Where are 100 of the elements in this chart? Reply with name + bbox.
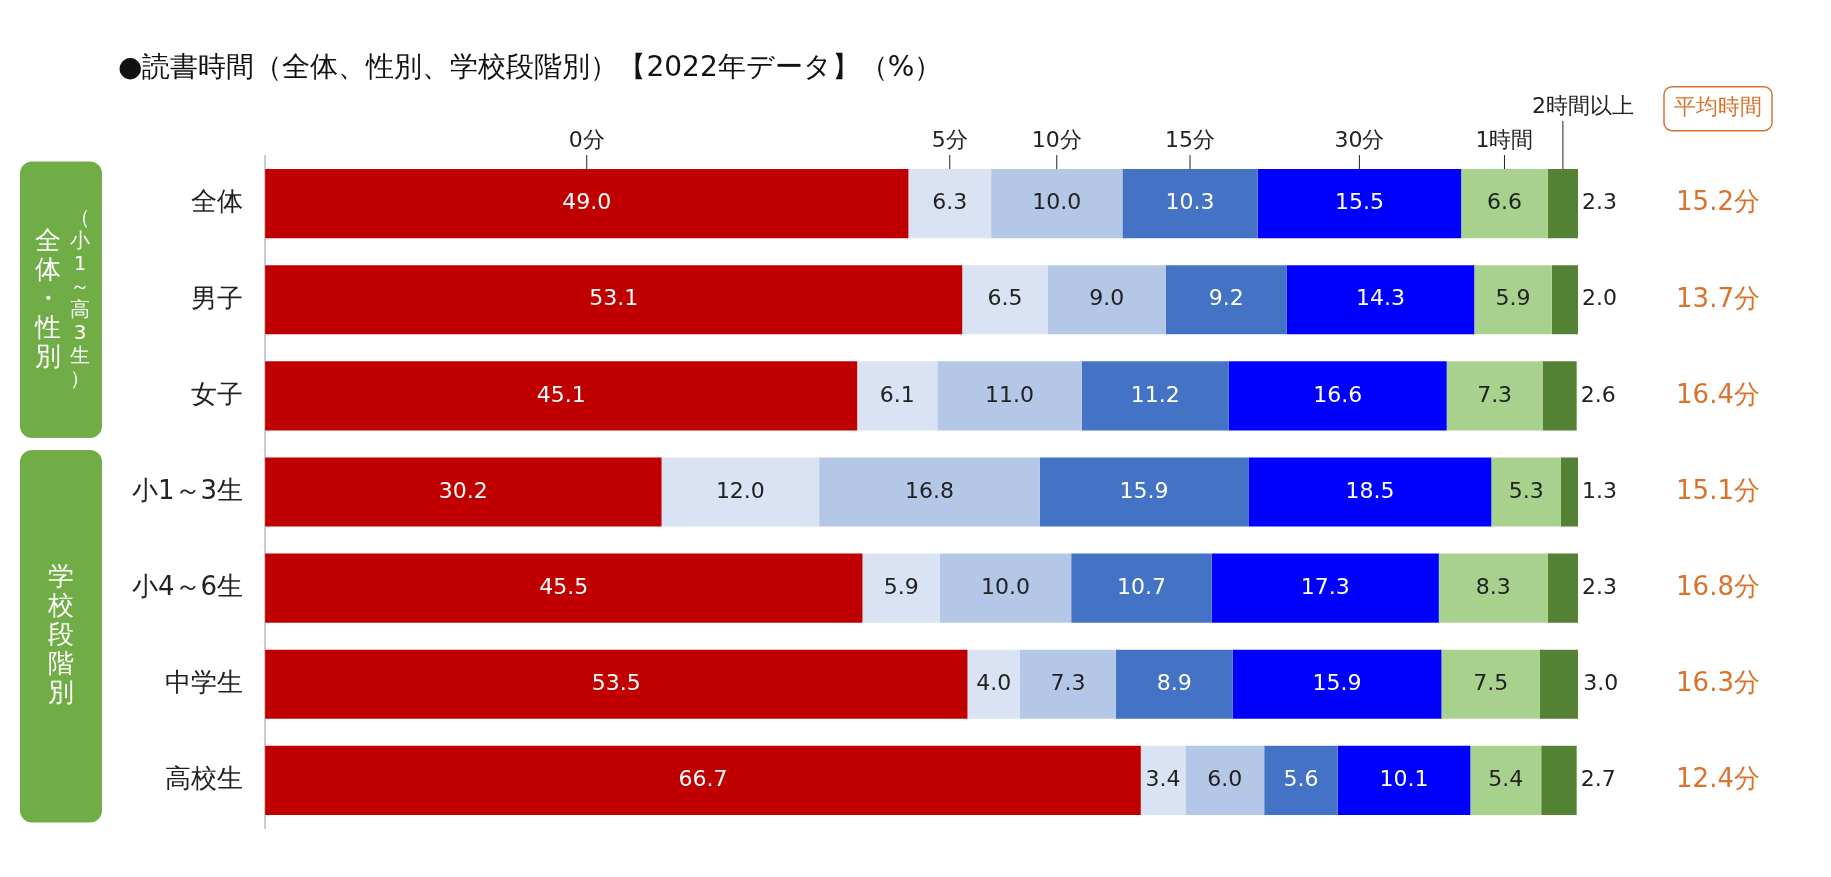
bar <box>1470 745 1542 815</box>
data-label: 7.3 <box>1477 381 1513 407</box>
data-label: 11.2 <box>1130 381 1180 407</box>
data-label: 30.2 <box>438 477 488 503</box>
text: 2時間以上 <box>1531 92 1634 118</box>
data-label: 6.0 <box>1207 766 1243 792</box>
y-tick-label: 小4～6生 <box>131 570 244 601</box>
bar <box>661 457 820 527</box>
y-tick-label: 小1～3生 <box>131 474 244 505</box>
bar <box>1211 553 1439 623</box>
bar <box>1539 649 1578 719</box>
data-label: 8.3 <box>1475 573 1511 599</box>
data-label: 5.6 <box>1283 766 1319 792</box>
data-label: 53.5 <box>591 669 641 695</box>
data-label: 12.0 <box>715 477 765 503</box>
data-label: 14.3 <box>1355 285 1405 311</box>
bar <box>857 361 938 431</box>
data-label: 5.3 <box>1508 477 1544 503</box>
text: 学校段階別 <box>47 560 74 707</box>
bar <box>1140 745 1186 815</box>
data-label: 2.0 <box>1582 285 1617 311</box>
data-label: 6.3 <box>932 189 968 215</box>
bar <box>1232 649 1442 719</box>
bar <box>1047 265 1166 335</box>
data-label: 2.3 <box>1582 573 1617 599</box>
bar <box>265 649 968 719</box>
data-label: 16.8 <box>904 477 954 503</box>
data-label: 2.6 <box>1580 381 1616 407</box>
text: 16.3分 <box>1676 666 1760 697</box>
text: 16.4分 <box>1676 378 1760 409</box>
series-label: 30分 <box>1334 126 1385 152</box>
data-label: 1.3 <box>1582 477 1617 503</box>
data-label: 8.9 <box>1156 669 1192 695</box>
data-label: 15.5 <box>1334 189 1384 215</box>
bar <box>1122 169 1258 239</box>
bar <box>1286 265 1475 335</box>
bar <box>962 265 1048 335</box>
text: 全体・性別 <box>34 224 61 371</box>
chart-title: ●読書時間（全体、性別、学校段階別）【2022年データ】（%） <box>118 50 943 84</box>
series-label: 15分 <box>1165 126 1216 152</box>
bar <box>1039 457 1249 527</box>
data-label: 6.6 <box>1486 189 1522 215</box>
bar <box>1547 553 1578 623</box>
bar <box>819 457 1040 527</box>
bar <box>1438 553 1548 623</box>
data-label: 45.1 <box>536 381 586 407</box>
data-label: 17.3 <box>1300 573 1350 599</box>
data-label: 10.0 <box>981 573 1031 599</box>
data-label: 7.3 <box>1050 669 1086 695</box>
bar <box>1337 745 1471 815</box>
data-label: 5.9 <box>1495 285 1531 311</box>
bar <box>1547 169 1578 239</box>
data-label: 66.7 <box>678 766 728 792</box>
bar <box>908 169 992 239</box>
data-label: 53.1 <box>589 285 639 311</box>
bar <box>1560 457 1578 527</box>
bar <box>265 361 858 431</box>
y-tick-label: 中学生 <box>165 666 244 697</box>
bar <box>1542 361 1577 431</box>
bar <box>1264 745 1338 815</box>
data-label: 49.0 <box>562 189 612 215</box>
data-label: 2.3 <box>1582 189 1617 215</box>
data-label: 6.5 <box>987 285 1023 311</box>
bar <box>967 649 1021 719</box>
bar <box>265 457 662 527</box>
y-tick-label: 全体 <box>191 186 244 217</box>
series-label: 0分 <box>568 126 605 152</box>
bar <box>1441 649 1540 719</box>
data-label: 6.1 <box>879 381 915 407</box>
text: 16.8分 <box>1676 570 1760 601</box>
bar <box>1551 265 1578 335</box>
data-label: 10.1 <box>1379 766 1429 792</box>
bar <box>1081 361 1229 431</box>
data-label: 9.0 <box>1089 285 1125 311</box>
data-label: 5.4 <box>1488 766 1524 792</box>
y-tick-label: 男子 <box>191 282 244 313</box>
series-label: 5分 <box>931 126 968 152</box>
y-tick-label: 高校生 <box>165 763 244 794</box>
bar <box>1228 361 1447 431</box>
bar <box>265 169 909 239</box>
data-label: 18.5 <box>1345 477 1395 503</box>
data-label: 10.0 <box>1032 189 1082 215</box>
data-label: 7.5 <box>1473 669 1509 695</box>
text: 13.7分 <box>1676 282 1760 313</box>
bar <box>1491 457 1561 527</box>
bar <box>265 745 1141 815</box>
data-label: 10.7 <box>1116 573 1166 599</box>
text: （小1～高3生） <box>70 205 90 391</box>
bar <box>1115 649 1233 719</box>
data-label: 4.0 <box>976 669 1012 695</box>
bar <box>1185 745 1265 815</box>
data-label: 2.7 <box>1580 766 1616 792</box>
bar <box>939 553 1072 623</box>
data-label: 15.9 <box>1119 477 1169 503</box>
text: 平均時間 <box>1674 94 1762 120</box>
text: 15.1分 <box>1676 474 1760 505</box>
data-label: 10.3 <box>1165 189 1215 215</box>
bar <box>862 553 940 623</box>
text: 15.2分 <box>1676 186 1760 217</box>
y-tick-label: 女子 <box>191 378 244 409</box>
